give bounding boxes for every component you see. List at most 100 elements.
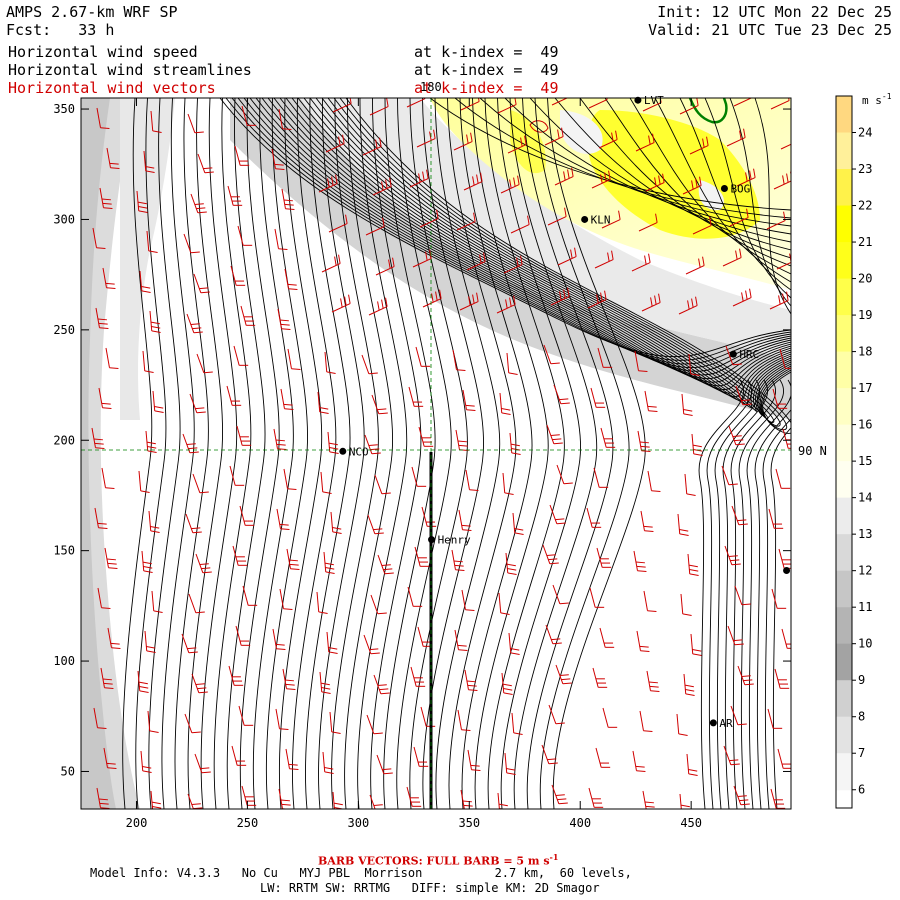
barb-flag [502,683,512,687]
barb-flag [105,282,115,285]
barb-flag [553,442,563,445]
barb-flag [458,649,468,651]
barb-shaft [640,510,645,531]
y-tick-label: 100 [53,654,75,668]
barb-flag [739,799,749,802]
barb-shaft [734,585,743,605]
barb-shaft [192,473,201,493]
barb-shaft [97,587,102,608]
barb-flag [106,762,116,765]
barb-flag [290,568,300,570]
layer-vectors-name: Horizontal wind vectors [8,79,216,97]
streamline [454,98,791,219]
colorbar-units-exp: -1 [882,92,892,101]
barb-flag [291,368,301,370]
barb-flag [508,372,518,375]
barb-flag [745,172,748,182]
station-dot [729,350,737,358]
barb-flag [324,767,334,770]
barb-flag [570,249,573,259]
barb-flag [728,555,738,558]
barb-flag [328,442,338,446]
barb-shaft [417,626,424,647]
barb-shaft [241,105,248,126]
barb-flag [193,331,203,334]
barb-shaft [594,259,614,269]
barb-shaft [361,354,370,374]
barb-shaft [461,589,466,610]
barb-flag [340,298,343,308]
barb-flag [453,560,463,563]
barb-shaft [105,347,110,368]
barb-shaft [689,145,709,155]
barb-shaft [226,385,233,406]
barb-shaft [497,792,500,809]
barb-flag [648,410,658,412]
layer-wind-speed-name: Horizontal wind speed [8,43,198,61]
barb-flag [524,135,527,145]
barb-shaft [679,793,682,809]
barb-flag [109,367,119,369]
barb-flag [143,570,153,573]
barb-shaft [185,513,194,533]
streamline [273,98,791,390]
barb-flag [457,440,467,443]
streamline [504,98,791,235]
colorbar-swatch [836,96,852,134]
barb-flag [106,287,116,289]
barb-flag [422,171,425,181]
barb-flag [283,403,293,406]
barb-shaft [632,750,637,771]
barb-shaft [419,218,439,228]
barb-shaft [280,388,285,409]
barb-flag [559,602,569,605]
barb-shaft [497,104,517,114]
barb-flag [203,371,213,374]
barb-flag [196,207,206,210]
barb-flag [611,132,614,142]
barb-flag [567,287,570,297]
barb-shaft [547,216,567,226]
barb-flag [461,524,471,527]
barb-flag [739,130,742,140]
streamline [472,98,549,809]
barb-shaft [642,790,647,809]
barb-shaft [678,305,698,315]
colorbar-swatch [836,534,852,572]
streamline [344,98,394,809]
barb-flag [473,212,476,222]
barb-shaft [458,509,463,530]
barb-flag [276,648,286,650]
barb-shaft [588,787,595,808]
barb-shaft [542,544,551,564]
barb-shaft [106,147,111,168]
barb-flag [277,448,287,450]
barb-flag [679,533,689,536]
barb-flag [690,373,700,376]
streamline [746,379,791,809]
barb-flag [381,564,391,567]
barb-flag [688,773,698,776]
barb-flag [382,217,385,227]
barb-flag [649,685,659,688]
barb-flag [611,250,614,260]
barb-flag [325,567,335,570]
barb-shaft [323,551,327,572]
barb-shaft [541,744,550,764]
graticule-lon-label: 180 [420,80,442,94]
barb-flag [608,170,611,180]
barb-shaft [150,790,154,809]
barb-shaft [633,550,638,571]
barb-flag [643,525,653,528]
barb-shaft [684,473,688,494]
barb-flag [693,453,703,456]
barb-flag [204,171,214,174]
barb-shaft [284,268,289,289]
barb-shaft [631,262,651,272]
barb-shaft [322,751,326,772]
barb-flag [137,201,147,205]
barb-flag [749,288,752,298]
barb-shaft [197,153,206,173]
barb-flag [111,647,121,649]
barb-flag [147,446,157,449]
